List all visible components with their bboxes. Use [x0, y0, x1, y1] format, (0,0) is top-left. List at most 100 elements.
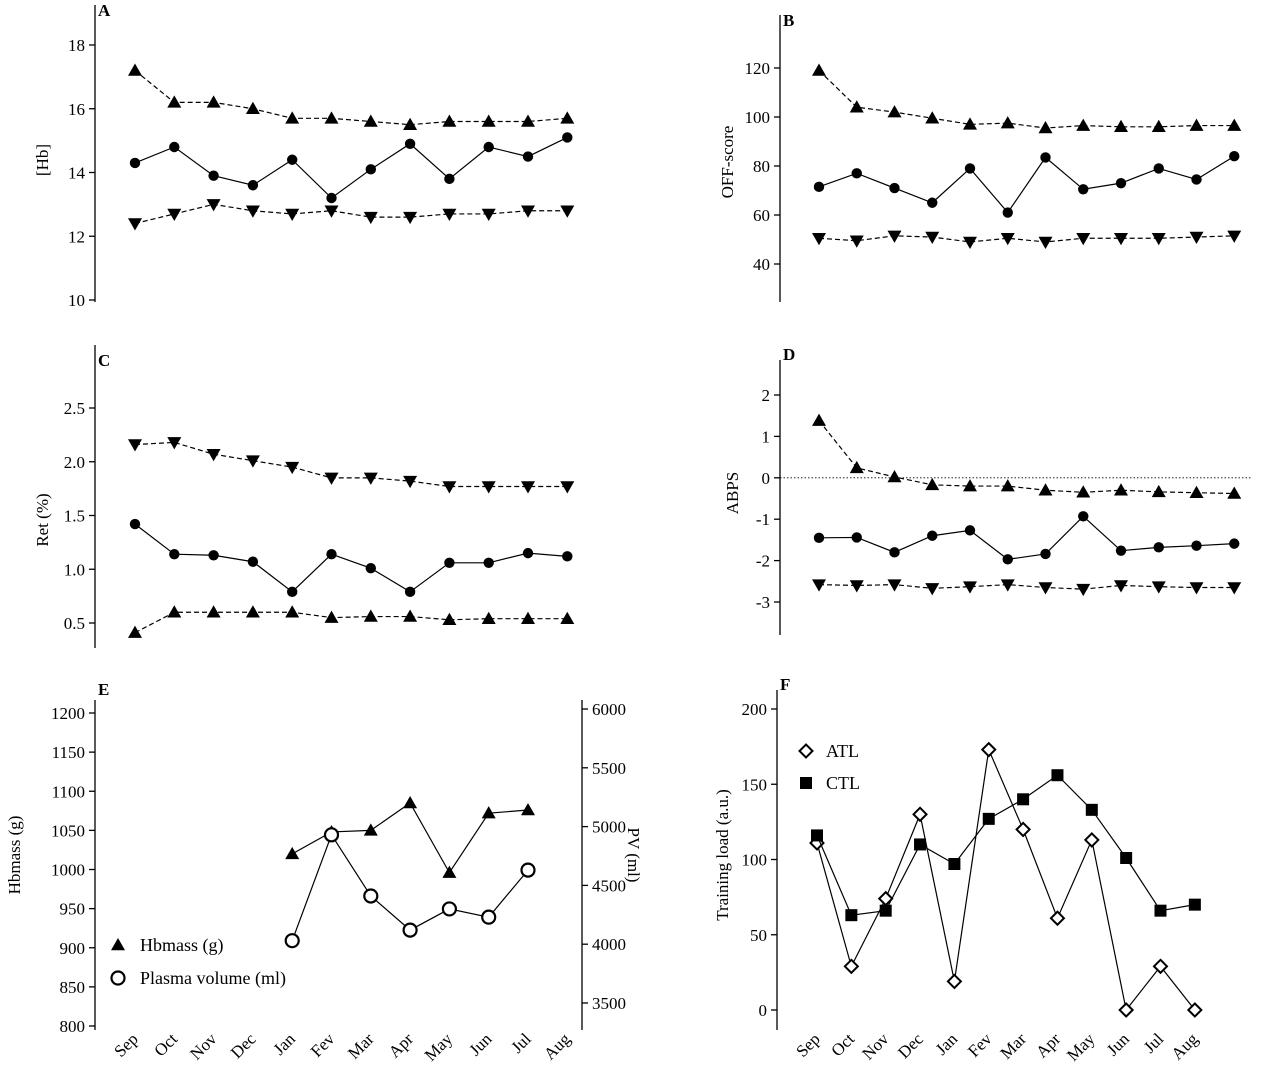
x-tick-label: Jan	[932, 1029, 962, 1059]
data-point	[811, 829, 823, 842]
data-point	[1188, 898, 1201, 911]
data-point	[363, 609, 378, 622]
data-point	[287, 154, 298, 165]
data-point	[562, 551, 573, 562]
data-point	[845, 909, 858, 922]
data-point	[1189, 118, 1204, 131]
y-tick-label-right: 3500	[592, 994, 626, 1013]
data-point	[1049, 910, 1066, 927]
x-tick-label: Oct	[827, 1029, 858, 1060]
data-point	[403, 795, 418, 809]
series-line	[818, 584, 1235, 590]
data-point	[1154, 904, 1167, 917]
data-point	[889, 182, 900, 194]
data-point	[324, 205, 339, 218]
data-point	[167, 437, 182, 450]
data-point	[1153, 163, 1164, 174]
panel-letter-A: A	[98, 1, 111, 20]
data-point	[1227, 486, 1242, 499]
series-line	[134, 441, 568, 488]
data-point	[1229, 538, 1240, 549]
data-point	[206, 448, 221, 462]
x-tick-label: Apr	[1032, 1029, 1064, 1061]
data-point	[1152, 958, 1169, 975]
data-point	[851, 168, 862, 179]
series-line	[134, 611, 568, 634]
x-tick-label: Nov	[186, 1029, 220, 1063]
x-tick-label: Nov	[858, 1029, 892, 1063]
data-point	[812, 579, 826, 592]
data-point	[363, 823, 378, 836]
y-tick-label-right: 4500	[592, 876, 626, 895]
data-point	[520, 862, 536, 878]
y-tick-label: 0	[762, 469, 771, 488]
data-point	[402, 922, 418, 938]
data-point	[843, 958, 860, 975]
data-point	[167, 95, 182, 108]
data-point	[521, 114, 535, 127]
legend-label: ATL	[826, 741, 859, 761]
y-tick-label: 1050	[51, 821, 85, 840]
data-point	[982, 812, 995, 825]
data-point	[927, 197, 938, 208]
data-point	[481, 909, 497, 925]
x-tick-label: Fev	[307, 1029, 339, 1061]
panel-F: F 0 50 100 150 200 Training load (a.u.) Sep Oct N…	[713, 675, 1203, 1065]
data-point	[403, 117, 418, 130]
data-point	[483, 141, 494, 153]
data-point	[245, 101, 260, 114]
data-point	[206, 199, 221, 212]
y-tick-label: -2	[756, 552, 770, 571]
panel-letter-E: E	[98, 680, 109, 699]
data-point	[925, 111, 940, 124]
y-tick-label: 1200	[51, 704, 85, 723]
data-point	[481, 611, 496, 624]
data-point	[1076, 583, 1091, 597]
x-tick-label: Jun	[465, 1029, 495, 1059]
y-tick-label: 40	[753, 255, 770, 274]
data-point	[813, 181, 825, 193]
data-point	[562, 132, 573, 143]
data-point	[1191, 540, 1202, 551]
panel-E: E 800 850 900 950 1000 1050 1100 1150 1200 Hbmass …	[5, 680, 643, 1065]
y-tick-label: 0.5	[64, 614, 85, 633]
data-point	[208, 550, 219, 561]
y-tick-label: 1150	[52, 743, 85, 762]
data-point	[1114, 233, 1128, 246]
y-tick-label: 1	[762, 427, 771, 446]
data-point	[522, 151, 534, 162]
y-tick-label: 1100	[52, 782, 85, 801]
y-tick-label: 1000	[51, 861, 85, 880]
legend-label: Plasma volume (ml)	[140, 968, 286, 989]
x-tick-label: Sep	[792, 1029, 823, 1060]
series-line	[816, 774, 1195, 916]
data-point	[128, 63, 142, 76]
data-point	[1189, 485, 1204, 498]
x-tick-label: Aug	[540, 1029, 574, 1063]
y-tick-label: 12	[68, 227, 85, 246]
x-tick-label: May	[421, 1029, 457, 1065]
series-line	[818, 515, 1235, 560]
data-point	[1114, 580, 1128, 593]
panel-B: B 40 60 80 100 120 OFF-score	[718, 11, 1242, 302]
x-tick-label: Dec	[894, 1029, 927, 1062]
data-point	[1189, 582, 1204, 595]
data-point	[1151, 119, 1166, 133]
data-point	[879, 904, 892, 917]
data-point	[1227, 230, 1242, 243]
data-point	[481, 806, 496, 819]
data-point	[813, 532, 825, 544]
data-point	[1076, 118, 1091, 131]
data-point	[964, 163, 976, 174]
y-tick-label: 50	[750, 926, 767, 945]
data-point	[1051, 769, 1064, 782]
x-tick-label: May	[1063, 1029, 1099, 1065]
y-axis-label: Ret (%)	[33, 493, 52, 546]
data-point	[442, 114, 457, 127]
series-line	[818, 420, 1235, 495]
y-tick-label: 200	[742, 700, 768, 719]
data-point	[1038, 236, 1053, 249]
data-point	[326, 192, 337, 204]
data-point	[521, 803, 535, 816]
